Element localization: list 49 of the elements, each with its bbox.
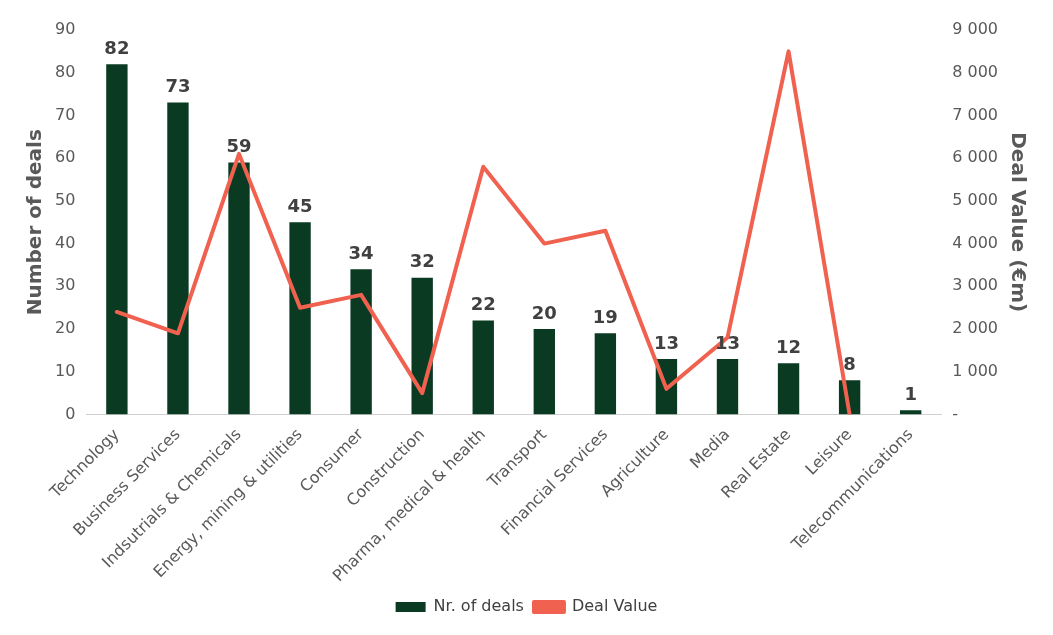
y2-tick-label: 4 000	[952, 232, 999, 252]
bar	[411, 277, 433, 415]
data-label: 8	[843, 352, 856, 374]
bar	[533, 329, 555, 415]
y-tick-label: 20	[55, 318, 76, 338]
data-label: 45	[287, 194, 313, 216]
y-tick-label: 30	[55, 275, 76, 295]
y-tick-label: 60	[55, 147, 76, 167]
y-tick-label: 80	[55, 61, 76, 81]
y2-tick-label: 6 000	[952, 147, 999, 167]
bar	[594, 333, 617, 415]
legend-label: Deal Value	[571, 596, 658, 616]
data-label: 13	[653, 331, 679, 353]
y2-tick-label: 8 000	[952, 61, 999, 81]
bar	[350, 269, 372, 415]
y2-tick-label: 3 000	[952, 275, 999, 295]
data-label: 22	[470, 293, 496, 315]
y-tick-label: 40	[55, 232, 76, 252]
y2-tick-label: -	[952, 403, 958, 423]
y2-tick-label: 2 000	[952, 318, 999, 338]
y-tick-label: 50	[55, 190, 76, 210]
data-label: 34	[348, 241, 374, 263]
y-axis-title: Number of deals	[22, 129, 47, 316]
y2-tick-label: 9 000	[952, 19, 999, 39]
y2-tick-label: 1 000	[952, 360, 999, 380]
data-label: 12	[776, 335, 802, 357]
y2-tick-label: 7 000	[952, 104, 999, 124]
y-tick-label: 0	[65, 403, 76, 423]
data-label: 59	[226, 135, 252, 157]
y-tick-label: 70	[55, 104, 76, 124]
legend-label: Nr. of deals	[433, 596, 524, 616]
y2-tick-label: 5 000	[952, 190, 999, 210]
data-label: 1	[904, 382, 917, 404]
y2-axis-title: Deal Value (€m)	[1006, 132, 1031, 313]
bar	[899, 410, 922, 415]
bar	[289, 222, 311, 415]
data-label: 82	[104, 36, 130, 58]
data-label: 32	[409, 250, 435, 272]
bar	[167, 102, 189, 415]
data-label: 20	[531, 301, 557, 323]
bar	[716, 358, 739, 415]
bar	[228, 162, 250, 415]
bar	[106, 64, 128, 415]
bar	[472, 320, 494, 415]
bar	[777, 363, 800, 415]
data-label: 73	[165, 75, 191, 97]
y-tick-label: 10	[55, 360, 76, 380]
y-tick-label: 90	[55, 19, 76, 39]
data-label: 19	[592, 305, 618, 327]
